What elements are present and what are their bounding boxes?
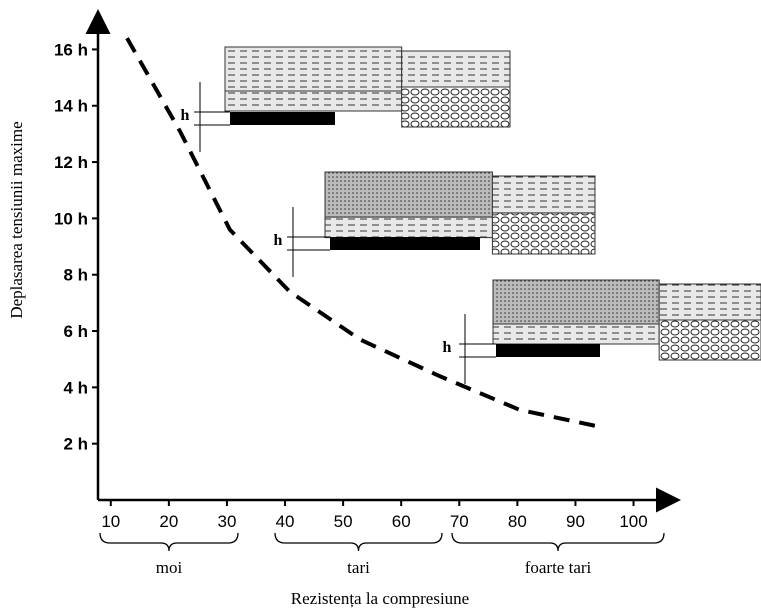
x-tick-label: 80 bbox=[508, 512, 527, 531]
curve bbox=[125, 37, 601, 429]
x-tick-label: 90 bbox=[566, 512, 585, 531]
inset-strata bbox=[492, 279, 660, 325]
y-tick-label: 12 h bbox=[54, 153, 88, 172]
y-tick-label: 8 h bbox=[63, 266, 88, 285]
inset-rubble bbox=[401, 86, 511, 128]
inset-strata bbox=[491, 175, 596, 214]
inset-strata bbox=[224, 46, 403, 92]
y-tick-label: 4 h bbox=[63, 378, 88, 397]
brace bbox=[99, 532, 239, 552]
inset-strata bbox=[401, 50, 511, 88]
inset-layer bbox=[224, 90, 403, 112]
h-label: h bbox=[181, 107, 190, 124]
y-axis-title: Deplasarea tensiunii maxime bbox=[7, 121, 26, 318]
y-tick-label: 10 h bbox=[54, 209, 88, 228]
y-tick-label: 2 h bbox=[63, 435, 88, 454]
y-tick-label: 14 h bbox=[54, 97, 88, 116]
h-label: h bbox=[443, 339, 452, 356]
inset-layer bbox=[324, 216, 493, 239]
x-axis-title: Rezistența la compresiune bbox=[291, 589, 469, 608]
group-label: tari bbox=[347, 558, 370, 577]
inset-seam bbox=[496, 344, 600, 357]
inset-rubble bbox=[491, 212, 596, 255]
y-tick-label: 16 h bbox=[54, 40, 88, 59]
group-label: foarte tari bbox=[525, 558, 592, 577]
brace bbox=[274, 532, 443, 552]
inset-strata bbox=[658, 283, 761, 321]
inset-layer bbox=[492, 323, 660, 345]
x-tick-label: 10 bbox=[101, 512, 120, 531]
h-label: h bbox=[274, 232, 283, 249]
brace bbox=[451, 532, 665, 552]
x-tick-label: 100 bbox=[619, 512, 647, 531]
x-tick-label: 40 bbox=[276, 512, 295, 531]
inset-strata bbox=[324, 171, 493, 218]
group-label: moi bbox=[156, 558, 183, 577]
x-tick-label: 60 bbox=[392, 512, 411, 531]
y-tick-label: 6 h bbox=[63, 322, 88, 341]
inset-seam bbox=[230, 112, 335, 125]
x-tick-label: 20 bbox=[159, 512, 178, 531]
inset-seam bbox=[330, 237, 480, 250]
x-tick-label: 50 bbox=[334, 512, 353, 531]
x-tick-label: 70 bbox=[450, 512, 469, 531]
inset-rubble bbox=[658, 319, 761, 361]
x-tick-label: 30 bbox=[217, 512, 236, 531]
